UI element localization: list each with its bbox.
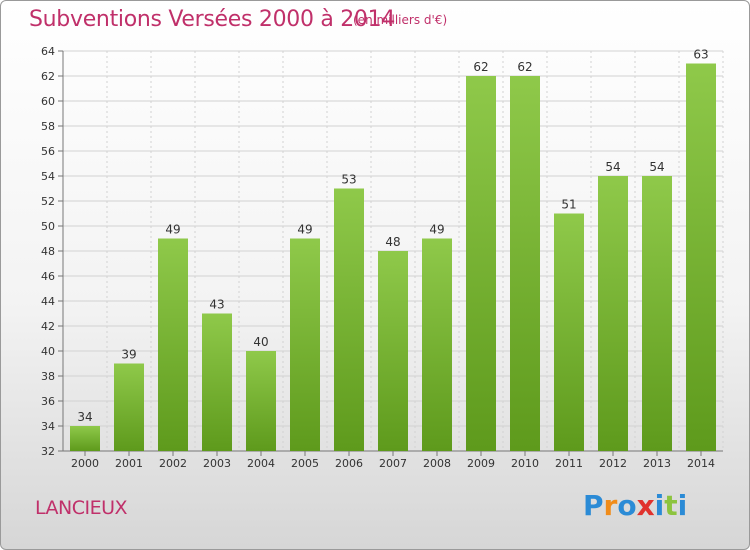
commune-name: LANCIEUX	[35, 497, 128, 519]
y-tick-label: 50	[41, 220, 55, 233]
y-tick-label: 42	[41, 320, 55, 333]
x-tick-label: 2013	[643, 457, 671, 470]
chart-subtitle: (en milliers d'€)	[353, 13, 448, 27]
data-label: 49	[165, 223, 180, 237]
y-tick-label: 52	[41, 195, 55, 208]
bar-2004	[246, 351, 276, 451]
bar-2006	[334, 188, 364, 451]
x-tick-label: 2007	[379, 457, 407, 470]
y-tick-label: 46	[41, 270, 55, 283]
y-tick-label: 38	[41, 370, 55, 383]
data-label: 53	[341, 173, 356, 187]
y-tick-label: 36	[41, 395, 55, 408]
x-tick-label: 2001	[115, 457, 143, 470]
data-label: 54	[605, 160, 620, 174]
data-label: 63	[693, 48, 708, 62]
data-label: 43	[209, 298, 224, 312]
data-label: 62	[473, 60, 488, 74]
x-tick-label: 2003	[203, 457, 231, 470]
data-labels: 34 39 49 43 40 49 53 48 49 62 62 51 54 54 63	[77, 48, 708, 425]
y-tick-label: 40	[41, 345, 55, 358]
bar-2012	[598, 176, 628, 451]
y-tick-label: 34	[41, 420, 55, 433]
x-tick-label: 2011	[555, 457, 583, 470]
data-label: 49	[429, 223, 444, 237]
logo-letter: t	[664, 489, 678, 522]
data-label: 48	[385, 235, 400, 249]
bar-2013	[642, 176, 672, 451]
data-label: 51	[561, 198, 576, 212]
y-tick-label: 62	[41, 70, 55, 83]
y-tick-label: 32	[41, 445, 55, 458]
bars	[70, 63, 716, 451]
logo-letter: i	[654, 489, 665, 522]
data-label: 62	[517, 60, 532, 74]
data-label: 54	[649, 160, 664, 174]
x-tick-label: 2014	[687, 457, 715, 470]
y-tick-label: 56	[41, 145, 55, 158]
bar-2005	[290, 238, 320, 451]
proxiti-logo[interactable]: Proxiti	[583, 489, 687, 522]
bar-2001	[114, 363, 144, 451]
data-label: 40	[253, 335, 268, 349]
y-tick-label: 54	[41, 170, 55, 183]
bar-2000	[70, 426, 100, 451]
bar-2010	[510, 76, 540, 451]
bar-2007	[378, 251, 408, 451]
x-tick-label: 2002	[159, 457, 187, 470]
bar-2003	[202, 313, 232, 451]
logo-letter: o	[617, 489, 637, 522]
x-tick-label: 2010	[511, 457, 539, 470]
y-tick-label: 64	[41, 45, 55, 58]
chart-title: Subventions Versées 2000 à 2014	[29, 7, 396, 32]
x-tick-label: 2009	[467, 457, 495, 470]
bar-2009	[466, 76, 496, 451]
y-tick-label: 48	[41, 245, 55, 258]
y-tick-label: 60	[41, 95, 55, 108]
data-label: 49	[297, 223, 312, 237]
data-label: 34	[77, 410, 92, 424]
bar-2014	[686, 63, 716, 451]
y-tick-label: 58	[41, 120, 55, 133]
logo-letter: x	[636, 489, 655, 522]
logo-letter: P	[583, 489, 604, 522]
logo-letter: i	[677, 489, 688, 522]
x-tick-label: 2004	[247, 457, 275, 470]
x-tick-label: 2006	[335, 457, 363, 470]
data-label: 39	[121, 348, 136, 362]
logo-letter: r	[603, 489, 618, 522]
bar-2002	[158, 238, 188, 451]
x-tick-label: 2012	[599, 457, 627, 470]
x-tick-label: 2005	[291, 457, 319, 470]
x-tick-label: 2000	[71, 457, 99, 470]
y-tick-label: 44	[41, 295, 55, 308]
axes: 32 34 36 38 40 42 44 46 48 50 52 54 56 58 60 62 64 2000 20…	[41, 45, 723, 470]
bar-2011	[554, 213, 584, 451]
x-tick-label: 2008	[423, 457, 451, 470]
bar-2008	[422, 238, 452, 451]
